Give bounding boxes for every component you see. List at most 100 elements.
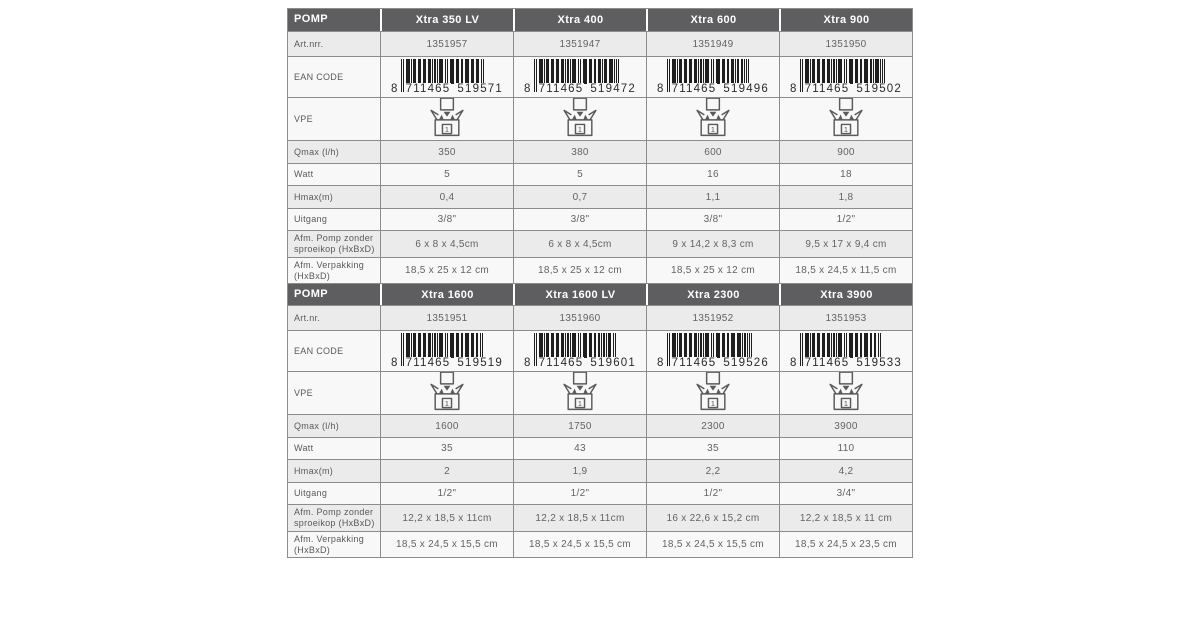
spec-value-cell-afm-verpakking-value: 18,5 x 25 x 12 cm	[513, 258, 646, 283]
spec-value-cell-afm-pomp-value: 12,2 x 18,5 x 11cm	[380, 505, 513, 531]
spec-value-cell-art-number: 1351952	[646, 306, 779, 330]
spec-value-cell-afm-pomp-value: 16 x 22,6 x 15,2 cm	[646, 505, 779, 531]
model-header-cell: Xtra 600	[646, 9, 779, 31]
barcode-bars	[401, 332, 504, 366]
ean-cell: 8 711465 519502	[779, 57, 912, 97]
spec-row-qmax: Qmax (l/h) 1600 1750 2300 3900	[288, 414, 912, 437]
spec-row-afm_pomp: Afm. Pomp zonder sproeikop (HxBxD) 6 x 8 …	[288, 230, 912, 257]
row-label-cell: Watt	[288, 164, 380, 185]
vpe-count: 1	[844, 125, 849, 134]
ean-barcode: 8 711465 519571	[390, 58, 504, 96]
spec-value-cell-watt-value: 16	[646, 164, 779, 185]
spec-value-cell-qmax-value: 900	[779, 141, 912, 163]
spec-value-cell-uitgang-value: 1/2"	[513, 483, 646, 504]
ean-cell: 8 711465 519571	[380, 57, 513, 97]
spec-value-cell-hmax-value: 1,1	[646, 186, 779, 208]
row-label-cell: VPE	[288, 98, 380, 140]
spec-value-cell-uitgang-value: 3/4"	[779, 483, 912, 504]
barcode-digits: 8 711465 519533	[789, 356, 903, 370]
spec-value-cell-watt-value: 35	[380, 438, 513, 459]
spec-value-cell-uitgang-value: 1/2"	[646, 483, 779, 504]
spec-value-cell-hmax-value: 1,9	[513, 460, 646, 482]
row-label-cell: Afm. Pomp zonder sproeikop (HxBxD)	[288, 231, 380, 257]
row-label-cell: Watt	[288, 438, 380, 459]
pomp-header-cell: POMP	[288, 9, 380, 31]
model-header-cell: Xtra 1600 LV	[513, 284, 646, 305]
barcode-digit-group: 711465	[404, 356, 452, 370]
barcode-digit-group: 8	[523, 82, 533, 96]
spec-value-cell-watt-value: 43	[513, 438, 646, 459]
spec-value-cell-afm-verpakking-value: 18,5 x 24,5 x 11,5 cm	[779, 258, 912, 283]
spec-row-vpe: VPE 1	[288, 97, 912, 140]
spec-value-cell-uitgang-value: 1/2"	[779, 209, 912, 230]
barcode-bars	[800, 332, 903, 366]
spec-value-cell-watt-value: 35	[646, 438, 779, 459]
ean-barcode: 8 711465 519496	[656, 58, 770, 96]
ean-barcode: 8 711465 519533	[789, 332, 903, 370]
ean-cell: 8 711465 519601	[513, 331, 646, 371]
spec-value-cell-art-number: 1351953	[779, 306, 912, 330]
vpe-box-glyph: 1	[696, 98, 730, 137]
spec-value-cell-qmax-value: 2300	[646, 415, 779, 437]
spec-row-hmax: Hmax(m) 2 1,9 2,2 4,2	[288, 459, 912, 482]
row-label-cell: Uitgang	[288, 483, 380, 504]
table-header-row: POMP Xtra 350 LV Xtra 400 Xtra 600 Xtra 900	[288, 9, 912, 31]
ean-cell: 8 711465 519533	[779, 331, 912, 371]
vpe-box-glyph: 1	[829, 372, 863, 411]
barcode-digit-group: 711465	[803, 356, 851, 370]
barcode-digit-group: 711465	[670, 82, 718, 96]
barcode-bars	[534, 58, 637, 92]
spec-row-afm_verpakking: Afm. Verpakking (HxBxD) 18,5 x 24,5 x 15,…	[288, 531, 912, 557]
barcode-digit-group: 519571	[456, 82, 504, 96]
row-label-cell: VPE	[288, 372, 380, 414]
barcode-digit-group: 711465	[404, 82, 452, 96]
spec-value-cell-uitgang-value: 3/8"	[513, 209, 646, 230]
spec-row-afm_pomp: Afm. Pomp zonder sproeikop (HxBxD) 12,2 x…	[288, 504, 912, 531]
spec-value-cell-art-number: 1351950	[779, 32, 912, 56]
spec-row-art_numbers: Art.nr. 1351951 1351960 1351952 1351953	[288, 305, 912, 330]
spec-row-art_numbers: Art.nrr. 1351957 1351947 1351949 1351950	[288, 31, 912, 56]
spec-value-cell-uitgang-value: 1/2"	[380, 483, 513, 504]
spec-value-cell-hmax-value: 0,7	[513, 186, 646, 208]
spec-value-cell-afm-pomp-value: 12,2 x 18,5 x 11 cm	[779, 505, 912, 531]
vpe-cell: 1	[779, 372, 912, 414]
spec-value-cell-afm-verpakking-value: 18,5 x 24,5 x 15,5 cm	[513, 532, 646, 557]
model-header-cell: Xtra 900	[779, 9, 912, 31]
vpe-cell: 1	[380, 98, 513, 140]
vpe-box-icon: 1	[693, 98, 733, 140]
vpe-count: 1	[578, 399, 583, 408]
barcode-digit-group: 519526	[722, 356, 770, 370]
barcode-digit-group: 8	[789, 356, 799, 370]
spec-value-cell-watt-value: 5	[380, 164, 513, 185]
barcode-bars	[401, 58, 504, 92]
barcode-digit-group: 519601	[589, 356, 637, 370]
barcode-digit-group: 519519	[456, 356, 504, 370]
ean-cell: 8 711465 519472	[513, 57, 646, 97]
vpe-box-glyph: 1	[430, 98, 464, 137]
spec-value-cell-art-number: 1351951	[380, 306, 513, 330]
spec-value-cell-art-number: 1351949	[646, 32, 779, 56]
model-header-cell: Xtra 3900	[779, 284, 912, 305]
spec-value-cell-afm-pomp-value: 9,5 x 17 x 9,4 cm	[779, 231, 912, 257]
barcode-digit-group: 8	[656, 82, 666, 96]
vpe-count: 1	[711, 125, 716, 134]
spec-value-cell-afm-verpakking-value: 18,5 x 24,5 x 15,5 cm	[646, 532, 779, 557]
vpe-cell: 1	[513, 98, 646, 140]
spec-row-watt: Watt 5 5 16 18	[288, 163, 912, 185]
barcode-digit-group: 711465	[537, 82, 585, 96]
spec-value-cell-qmax-value: 1750	[513, 415, 646, 437]
vpe-count: 1	[445, 125, 450, 134]
spec-value-cell-hmax-value: 4,2	[779, 460, 912, 482]
vpe-count: 1	[445, 399, 450, 408]
row-label-cell: Afm. Verpakking (HxBxD)	[288, 258, 380, 283]
spec-value-cell-qmax-value: 3900	[779, 415, 912, 437]
vpe-box-icon: 1	[693, 372, 733, 414]
row-label-cell: Afm. Pomp zonder sproeikop (HxBxD)	[288, 505, 380, 531]
spec-value-cell-art-number: 1351947	[513, 32, 646, 56]
spec-value-cell-afm-verpakking-value: 18,5 x 24,5 x 23,5 cm	[779, 532, 912, 557]
barcode-digit-group: 519472	[589, 82, 637, 96]
barcode-digits: 8 711465 519472	[523, 82, 637, 96]
barcode-digits: 8 711465 519502	[789, 82, 903, 96]
ean-barcode: 8 711465 519472	[523, 58, 637, 96]
